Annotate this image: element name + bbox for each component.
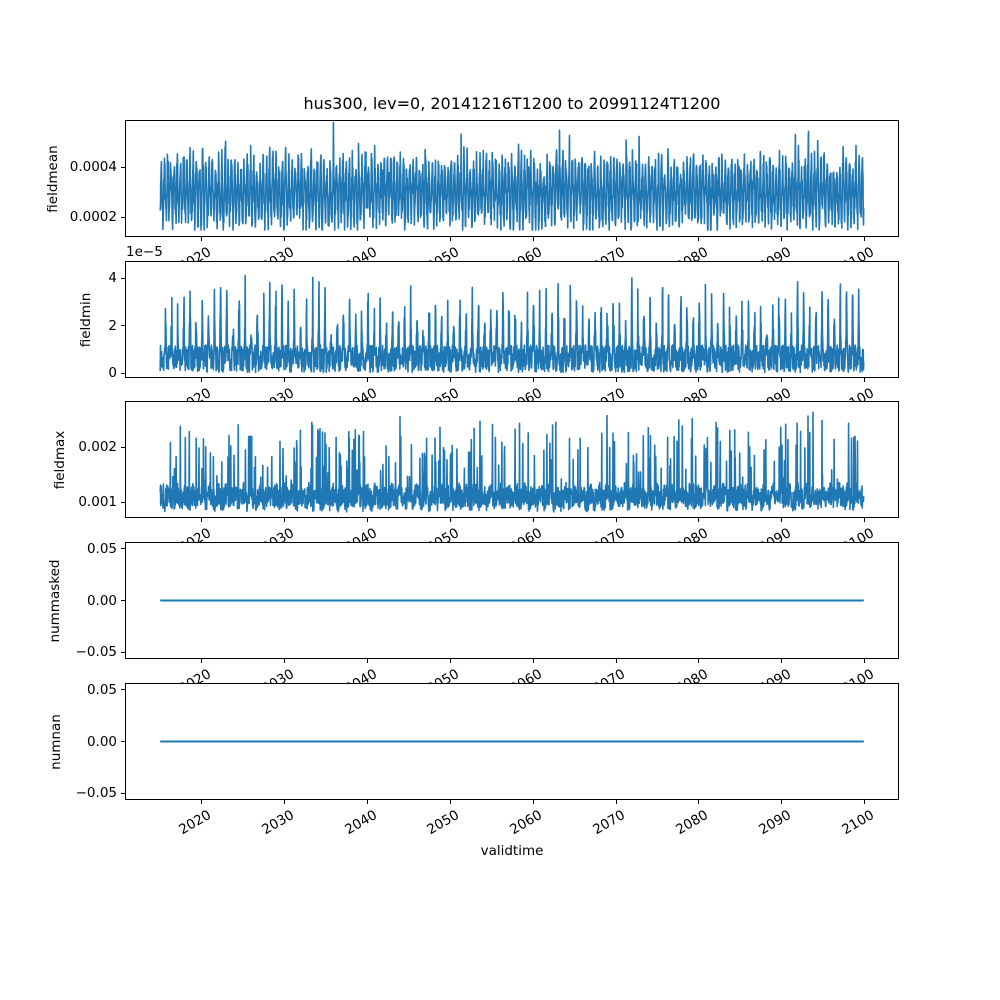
y-tick-mark [121,277,125,279]
x-tick-mark [532,518,534,522]
x-tick-mark [284,659,286,663]
y-tick-mark [121,651,125,653]
y-tick-label: −0.05 [75,644,117,661]
series-plot-fieldmin [159,274,865,374]
x-tick-mark [284,800,286,804]
x-tick-mark [698,800,700,804]
x-tick-mark [615,518,617,522]
series-plot-numnan [160,740,864,743]
x-tick-mark [698,518,700,522]
y-tick-mark [121,216,125,218]
x-tick-mark [615,237,617,241]
x-tick-mark [781,378,783,382]
y-tick-label: −0.05 [75,785,117,802]
y-tick-mark [121,501,125,503]
x-tick-mark [698,378,700,382]
x-axis-label: validtime [480,843,544,859]
x-tick-mark [781,518,783,522]
x-tick-mark [615,659,617,663]
y-tick-mark [121,792,125,794]
y-tick-label: 0.00 [86,592,117,609]
x-tick-mark [284,237,286,241]
x-tick-mark [864,659,866,663]
y-tick-mark [121,548,125,550]
y-tick-label: 0 [108,365,117,382]
x-tick-mark [781,800,783,804]
x-tick-mark [367,518,369,522]
y-tick-mark [121,600,125,601]
x-tick-mark [284,378,286,382]
series-line [159,121,865,231]
y-axis-offset-text: 1e−5 [126,244,163,260]
x-tick-mark [201,518,203,522]
x-tick-mark [781,237,783,241]
y-tick-mark [121,166,125,168]
series-plot-fieldmean [159,121,865,231]
x-tick-mark [449,800,451,804]
y-tick-label: 2 [108,317,117,334]
y-tick-mark [121,689,125,691]
y-tick-label: 0.001 [78,494,117,511]
x-tick-mark [449,378,451,382]
x-tick-mark [864,378,866,382]
y-tick-mark [121,446,125,448]
x-tick-mark [532,237,534,241]
x-tick-mark [201,800,203,804]
x-tick-mark [201,378,203,382]
y-tick-label: 4 [108,270,117,287]
x-tick-mark [367,800,369,804]
y-tick-label: 0.0004 [69,159,117,175]
x-tick-mark [698,237,700,241]
x-tick-mark [449,518,451,522]
x-tick-mark [864,518,866,522]
y-tick-mark [121,372,125,374]
x-tick-mark [449,237,451,241]
x-tick-mark [615,378,617,382]
chart-title: hus300, lev=0, 20141216T1200 to 20991124… [303,94,721,113]
x-tick-mark [698,659,700,663]
y-tick-mark [121,741,125,742]
y-tick-label: 0.05 [86,681,117,698]
x-tick-label: 2100 [838,807,877,839]
x-tick-mark [201,659,203,663]
x-tick-mark [284,518,286,522]
x-tick-label: 2050 [424,807,463,839]
x-tick-mark [532,378,534,382]
x-tick-mark [532,800,534,804]
x-tick-mark [615,800,617,804]
x-tick-label: 2090 [756,807,794,839]
y-tick-mark [121,325,125,327]
x-tick-label: 2030 [259,807,297,839]
y-axis-label-numnan: numnan [48,713,64,770]
x-tick-label: 2020 [176,807,214,839]
y-tick-label: 0.00 [86,733,117,750]
x-tick-label: 2070 [590,807,629,839]
x-tick-mark [367,378,369,382]
x-tick-mark [864,800,866,804]
x-tick-mark [201,237,203,241]
x-tick-mark [532,659,534,663]
series-line [159,411,865,513]
x-tick-mark [449,659,451,663]
series-plot-nummasked [160,599,864,602]
series-plot-fieldmax [159,411,865,513]
x-tick-label: 2040 [341,807,380,839]
x-tick-mark [367,659,369,663]
x-tick-mark [367,237,369,241]
x-tick-label: 2080 [673,807,711,839]
y-tick-label: 0.0002 [69,209,117,225]
y-tick-label: 0.002 [78,439,117,456]
x-tick-mark [864,237,866,241]
x-tick-mark [781,659,783,663]
y-tick-label: 0.05 [86,540,117,557]
series-line [159,274,865,374]
